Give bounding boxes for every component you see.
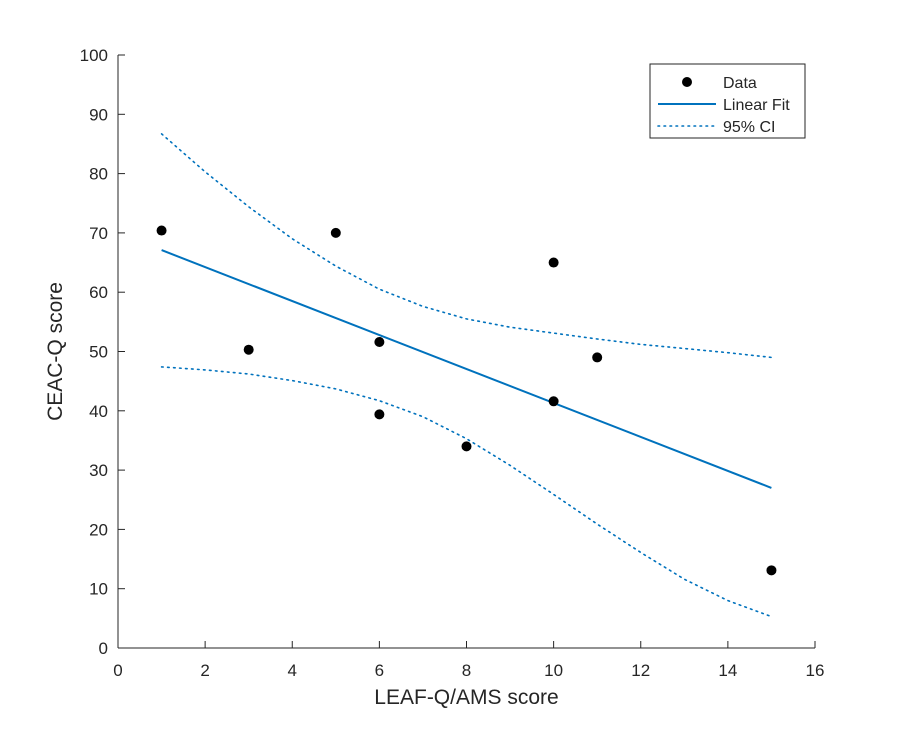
legend-label: Data: [723, 75, 757, 92]
legend-label: Linear Fit: [723, 97, 790, 114]
y-tick-label: 60: [89, 283, 108, 302]
y-tick-label: 0: [99, 639, 108, 658]
y-tick-label: 80: [89, 165, 108, 184]
legend-label: 95% CI: [723, 119, 775, 136]
x-tick-label: 12: [631, 661, 650, 680]
x-axis-label: LEAF-Q/AMS score: [374, 686, 558, 709]
plot-area: [156, 133, 777, 618]
data-point: [548, 257, 559, 268]
data-point: [592, 352, 603, 363]
fit-line: [161, 249, 772, 489]
data-point: [461, 441, 472, 452]
data-point: [374, 409, 385, 420]
y-tick-label: 50: [89, 343, 108, 362]
x-tick-label: 16: [806, 661, 825, 680]
y-tick-label: 70: [89, 224, 108, 243]
data-point: [374, 337, 385, 348]
x-tick-label: 0: [113, 661, 122, 680]
x-tick-label: 6: [375, 661, 384, 680]
data-point: [330, 227, 341, 238]
y-tick-label: 30: [89, 461, 108, 480]
y-tick-label: 20: [89, 520, 108, 539]
y-tick-label: 40: [89, 402, 108, 421]
y-tick-label: 10: [89, 580, 108, 599]
x-tick-label: 8: [462, 661, 471, 680]
y-tick-label: 90: [89, 105, 108, 124]
data-point: [766, 565, 777, 576]
x-tick-label: 10: [544, 661, 563, 680]
data-point: [548, 396, 559, 407]
x-tick-label: 4: [288, 661, 297, 680]
data-point: [243, 344, 254, 355]
data-point: [156, 225, 167, 236]
x-tick-label: 2: [200, 661, 209, 680]
x-tick-label: 14: [718, 661, 737, 680]
y-tick-label: 100: [80, 46, 108, 65]
ci-lower-line: [160, 366, 773, 618]
ci-upper-line: [160, 133, 773, 359]
legend: Data Linear Fit 95% CI: [649, 63, 806, 139]
axes: 0 2 4 6 8 10 12 14 16 0 10 20 30 40 50 60 70 80 90 100: [80, 46, 825, 680]
legend-marker-data: [682, 77, 692, 87]
y-axis-label: CEAC-Q score: [44, 282, 67, 421]
